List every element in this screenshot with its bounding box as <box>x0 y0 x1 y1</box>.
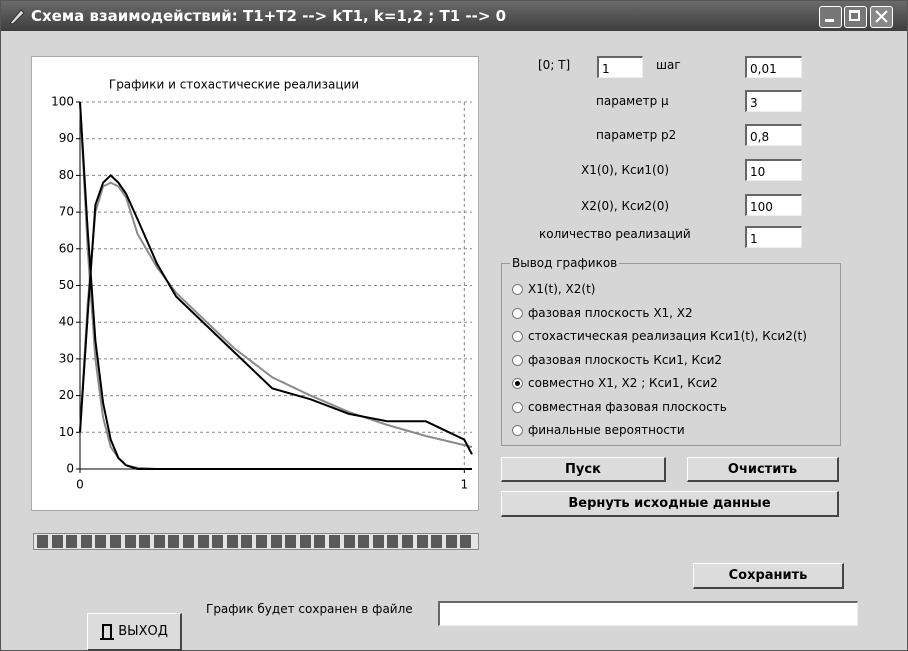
progress-block <box>95 535 107 548</box>
y-tick-label: 0 <box>66 462 74 476</box>
param-input[interactable]: 1 <box>745 226 802 248</box>
radio-label[interactable]: фазовая плоскость Кси1, Кси2 <box>528 352 723 367</box>
radio-label[interactable]: стохастическая реализация Кси1(t), Кси2(… <box>528 329 807 343</box>
progress-block <box>431 535 443 548</box>
chart-title: Графики и стохастические реализации <box>109 78 359 92</box>
param-label: [0; T] <box>538 58 571 72</box>
radio-button[interactable] <box>512 354 523 366</box>
close-button[interactable] <box>870 6 893 28</box>
y-tick-label: 70 <box>59 205 74 219</box>
title-bar: Схема взаимодействий: T1+T2 --> kT1, k=1… <box>1 1 907 31</box>
exit-icon <box>100 623 115 640</box>
progress-block <box>256 535 267 548</box>
progress-block <box>358 535 370 548</box>
clear-button[interactable]: Очистить <box>687 457 839 482</box>
radio-label[interactable]: совместная фазовая плоскость <box>528 399 727 414</box>
param-label: X2(0), Кси2(0) <box>581 199 670 213</box>
exit-label: ВЫХОД <box>118 624 168 639</box>
progress-block <box>314 535 326 548</box>
progress-block <box>241 535 253 548</box>
progress-block <box>153 535 165 548</box>
progress-block <box>416 535 428 548</box>
progress-block <box>212 535 224 548</box>
radio-label[interactable]: финальные вероятности <box>528 423 685 437</box>
progress-block <box>285 535 297 548</box>
radio-button[interactable] <box>512 425 523 436</box>
param-input[interactable]: 0,8 <box>745 124 802 146</box>
radio-button[interactable] <box>512 401 523 413</box>
progress-block <box>299 535 311 548</box>
param-label: параметр μ <box>596 94 669 108</box>
progress-block <box>387 535 399 548</box>
chart: Графики и стохастические реализации 0102… <box>51 78 473 492</box>
y-tick-label: 60 <box>59 241 74 255</box>
radio-button[interactable] <box>512 331 523 342</box>
y-tick-label: 10 <box>59 425 74 439</box>
param-input[interactable]: 3 <box>745 90 802 112</box>
param-label: X1(0), Кси1(0) <box>581 163 670 177</box>
x-tick-label: 0 <box>76 478 84 492</box>
param-input[interactable]: 0,01 <box>745 56 802 78</box>
x-tick-label: 1 <box>460 478 468 492</box>
progress-block <box>445 535 457 548</box>
y-tick-label: 80 <box>59 168 74 182</box>
reset-button[interactable]: Вернуть исходные данные <box>501 491 839 517</box>
app-icon <box>9 9 25 25</box>
progress-bar <box>33 533 479 550</box>
maximize-button[interactable] <box>844 6 867 28</box>
progress-block <box>197 535 209 548</box>
series-line <box>79 101 472 470</box>
progress-block <box>66 535 78 548</box>
progress-block <box>372 535 384 548</box>
progress-block <box>226 535 238 548</box>
progress-block <box>329 535 340 548</box>
save-label: График будет сохранен в файле <box>206 602 413 616</box>
y-tick-label: 100 <box>51 95 74 109</box>
progress-block <box>37 535 48 548</box>
param-label: шаг <box>656 58 681 72</box>
radio-label[interactable]: совместно X1, X2 ; Кси1, Кси2 <box>528 376 718 390</box>
progress-block <box>51 535 63 548</box>
y-tick-label: 90 <box>59 131 74 145</box>
progress-block <box>168 535 180 548</box>
save-button[interactable]: Сохранить <box>693 563 844 589</box>
progress-block <box>139 535 151 548</box>
progress-block <box>110 535 121 548</box>
radio-button[interactable] <box>512 307 523 319</box>
series-line <box>79 101 472 470</box>
progress-block <box>183 535 194 548</box>
y-tick-label: 30 <box>59 351 74 365</box>
param-label: количество реализаций <box>539 227 691 241</box>
progress-block <box>460 535 472 548</box>
radio-label[interactable]: фазовая плоскость X1, X2 <box>528 305 693 320</box>
progress-block <box>124 535 136 548</box>
window-title: Схема взаимодействий: T1+T2 --> kT1, k=1… <box>31 7 507 25</box>
y-tick-label: 20 <box>59 388 74 402</box>
param-input[interactable]: 1 <box>597 56 643 78</box>
start-button[interactable]: Пуск <box>501 457 666 482</box>
radio-button[interactable] <box>512 378 523 389</box>
exit-button[interactable]: ВЫХОД <box>87 613 182 651</box>
minimize-button[interactable] <box>819 6 842 28</box>
chart-panel: Графики и стохастические реализации 0 10 2… <box>31 56 479 511</box>
y-tick-label: 50 <box>59 278 74 292</box>
y-tick-label: 40 <box>59 315 74 329</box>
group-title: Вывод графиков <box>510 256 620 270</box>
progress-block <box>80 535 92 548</box>
param-label: параметр p2 <box>596 128 677 142</box>
output-group: Вывод графиков X1(t), X2(t) фазовая плоск… <box>501 256 841 446</box>
progress-block <box>343 535 355 548</box>
progress-block <box>402 535 413 548</box>
file-name-input[interactable] <box>438 601 858 626</box>
radio-label[interactable]: X1(t), X2(t) <box>528 282 596 296</box>
series-line <box>79 174 473 455</box>
param-input[interactable]: 10 <box>745 159 802 181</box>
param-input[interactable]: 100 <box>745 194 802 216</box>
progress-block <box>270 535 282 548</box>
radio-button[interactable] <box>512 284 523 295</box>
series-line <box>79 181 473 448</box>
